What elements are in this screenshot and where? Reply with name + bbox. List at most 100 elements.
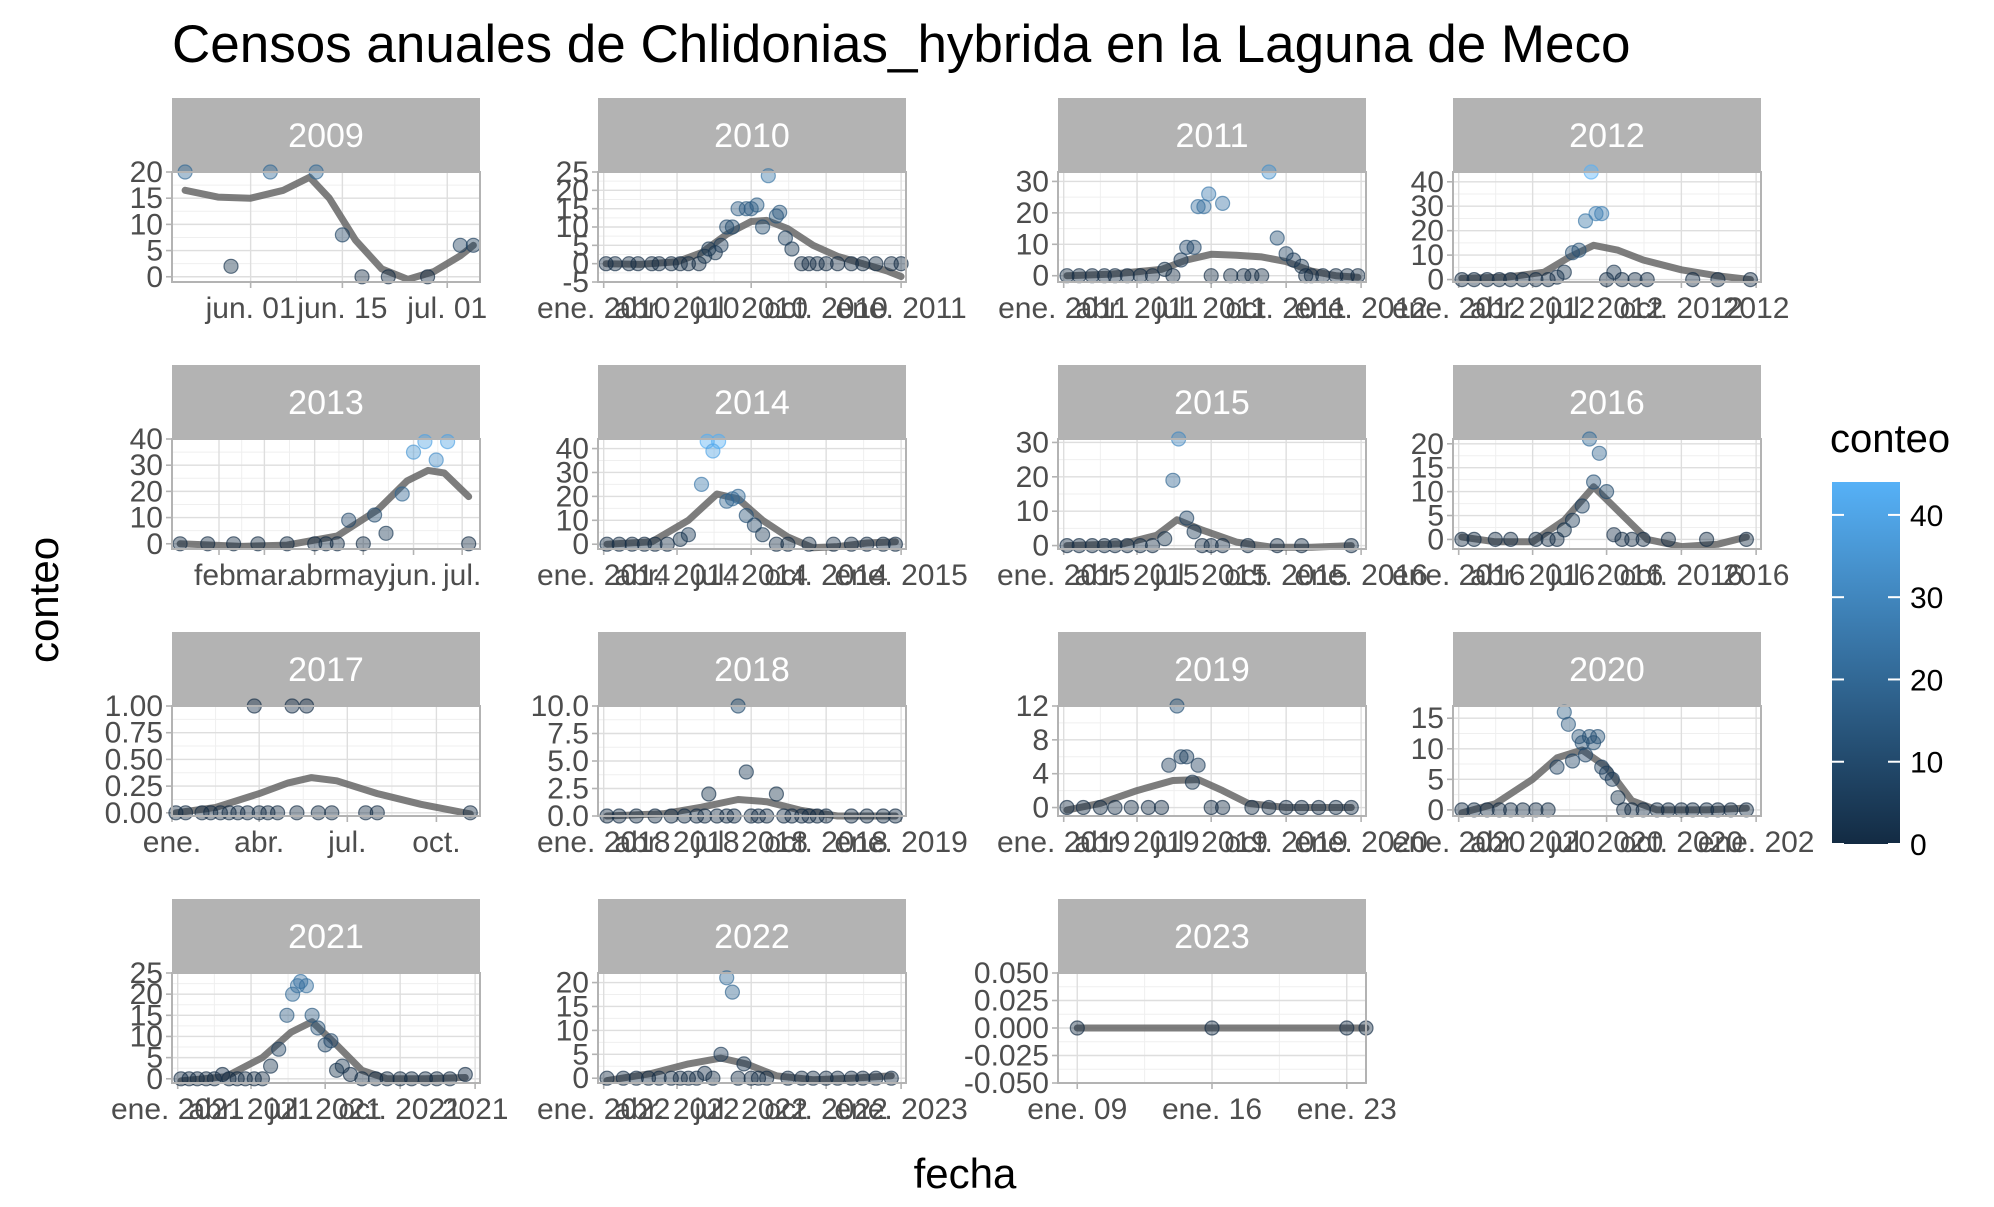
y-tick-label: 10.0 bbox=[531, 690, 589, 723]
data-point bbox=[310, 805, 326, 821]
data-point bbox=[1556, 522, 1572, 538]
legend-title: conteo bbox=[1830, 417, 1950, 461]
strip-label: 2017 bbox=[288, 651, 364, 689]
data-point bbox=[324, 805, 340, 821]
data-point bbox=[1515, 272, 1531, 288]
legend-label: 40 bbox=[1910, 500, 1943, 533]
data-point bbox=[1742, 272, 1759, 288]
data-point bbox=[1528, 531, 1544, 548]
data-point bbox=[1261, 799, 1277, 816]
y-tick-label: 5 bbox=[1427, 763, 1444, 796]
x-tick-label: jul. 2021 bbox=[267, 1093, 381, 1126]
y-tick-label: 2.5 bbox=[547, 773, 589, 806]
data-point bbox=[1610, 790, 1626, 806]
x-tick-label: jul. 01 bbox=[406, 292, 487, 325]
y-tick-label: 5 bbox=[146, 235, 163, 268]
legend-colorbar bbox=[1832, 482, 1900, 844]
y-tick-label: 15 bbox=[1411, 702, 1444, 735]
data-point bbox=[805, 1070, 821, 1086]
y-tick-label: 20 bbox=[1411, 428, 1444, 461]
x-tick-label: abr. 2016 bbox=[1470, 559, 1595, 592]
y-tick-label: 30 bbox=[1016, 426, 1049, 459]
data-point bbox=[1564, 512, 1581, 528]
data-point bbox=[843, 256, 860, 272]
strip-label: 2016 bbox=[1569, 384, 1645, 422]
data-point bbox=[818, 256, 834, 272]
x-tick-label: ene. 2019 bbox=[834, 826, 967, 859]
x-tick-label: jul. 2010 bbox=[693, 292, 807, 325]
data-point bbox=[1157, 531, 1173, 547]
panel-border bbox=[171, 705, 481, 817]
y-tick-label: 0 bbox=[1427, 794, 1444, 827]
y-tick-label: 20 bbox=[1411, 215, 1444, 248]
y-tick-label: 15 bbox=[130, 999, 163, 1032]
data-point bbox=[724, 219, 741, 235]
data-point bbox=[680, 527, 697, 543]
data-point bbox=[843, 536, 860, 552]
data-point bbox=[1190, 757, 1206, 773]
y-tick-label: 5 bbox=[572, 229, 589, 262]
y-tick-label: 5 bbox=[572, 1038, 589, 1071]
data-point bbox=[1503, 272, 1519, 288]
x-tick-label: 2016 bbox=[1723, 559, 1790, 592]
data-point bbox=[724, 984, 741, 1000]
panel-border bbox=[1452, 171, 1762, 283]
data-point bbox=[1491, 272, 1507, 288]
y-tick-label: 10 bbox=[130, 1020, 163, 1053]
x-tick-label: abr. 2021 bbox=[188, 1093, 313, 1126]
data-point bbox=[1119, 537, 1135, 554]
strip-label: 2013 bbox=[288, 384, 364, 422]
data-point bbox=[680, 256, 697, 272]
data-point bbox=[1723, 802, 1739, 818]
data-point bbox=[738, 507, 754, 524]
data-point bbox=[1069, 1020, 1085, 1036]
smooth-line bbox=[602, 216, 905, 280]
data-point bbox=[893, 256, 909, 272]
data-point bbox=[818, 1070, 834, 1086]
data-point bbox=[1574, 498, 1590, 514]
strip-label: 2020 bbox=[1569, 651, 1645, 689]
data-point bbox=[1698, 531, 1715, 548]
data-point bbox=[843, 1070, 860, 1086]
strip-background bbox=[1453, 632, 1761, 706]
y-tick-label: 0.050 bbox=[974, 957, 1049, 990]
y-tick-label: 20 bbox=[1016, 461, 1049, 494]
panel-border bbox=[1452, 438, 1762, 550]
x-tick-label: abr. bbox=[290, 559, 340, 592]
y-tick-label: 20 bbox=[1016, 197, 1049, 230]
x-tick-label: ene. 2015 bbox=[997, 559, 1130, 592]
y-tick-label: 10 bbox=[1016, 495, 1049, 528]
panel-border bbox=[597, 438, 907, 550]
y-tick-label: 0.00 bbox=[105, 797, 163, 830]
panel-background bbox=[172, 172, 480, 282]
strip-background bbox=[172, 365, 480, 439]
x-tick-label: jul. 2019 bbox=[1153, 826, 1267, 859]
y-tick-label: 25 bbox=[130, 957, 163, 990]
y-tick-label: 0 bbox=[1032, 792, 1049, 825]
y-tick-label: 20 bbox=[556, 174, 589, 207]
data-point bbox=[1071, 537, 1087, 554]
data-point bbox=[1466, 272, 1482, 288]
panel-background bbox=[1058, 172, 1366, 282]
data-point bbox=[1710, 802, 1726, 818]
data-point bbox=[1269, 537, 1285, 554]
data-point bbox=[868, 1070, 884, 1086]
facet-panel-2017: 2017 0.000.250.500.751.00 ene. abr. jul. oct. bbox=[105, 632, 481, 859]
data-point bbox=[1173, 252, 1189, 268]
data-point bbox=[1071, 268, 1087, 284]
legend-label: 20 bbox=[1910, 664, 1943, 697]
panel-border bbox=[171, 972, 481, 1084]
x-tick-label: jul. bbox=[442, 559, 481, 592]
data-point bbox=[263, 1058, 279, 1074]
strip-background bbox=[172, 98, 480, 172]
data-point bbox=[1598, 484, 1615, 500]
smooth-line bbox=[1063, 776, 1355, 814]
data-point bbox=[310, 1020, 326, 1036]
data-point bbox=[868, 256, 884, 272]
data-point bbox=[1311, 799, 1327, 816]
data-point bbox=[1293, 258, 1310, 274]
data-point bbox=[701, 786, 717, 802]
data-point bbox=[1203, 799, 1219, 816]
